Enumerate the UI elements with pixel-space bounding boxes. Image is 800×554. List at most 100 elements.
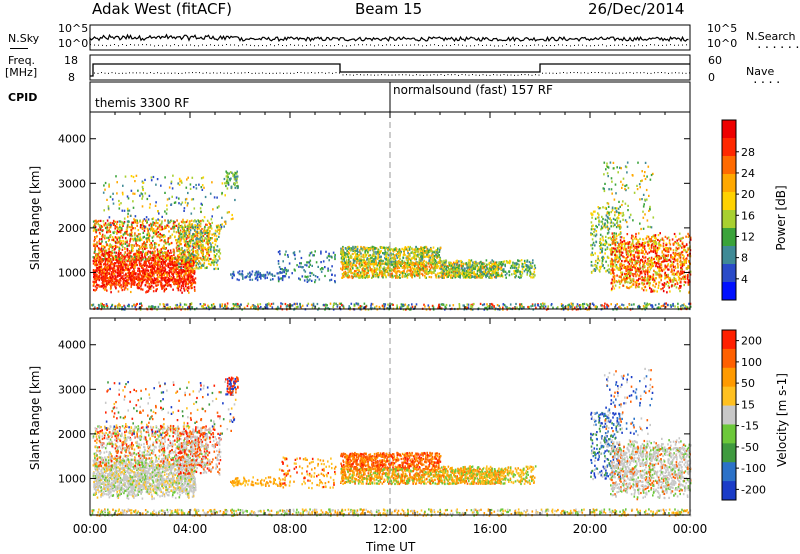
power-cell <box>141 180 144 183</box>
power-cell <box>186 286 189 289</box>
power-cell <box>119 243 121 246</box>
power-cell <box>136 253 139 256</box>
power-cell <box>97 268 99 272</box>
power-cell <box>104 253 106 256</box>
nsearch-dot <box>622 44 623 46</box>
power-cell <box>100 268 103 271</box>
power-cell <box>163 273 165 276</box>
power-cell <box>126 241 128 244</box>
power-cell <box>177 289 180 292</box>
power-cell <box>213 250 216 253</box>
power-cell <box>156 178 159 181</box>
power-cell <box>190 238 193 242</box>
power-cell <box>99 250 102 253</box>
power-cell <box>143 278 146 281</box>
power-cell <box>381 273 384 276</box>
power-cell <box>166 257 168 260</box>
power-cell <box>177 261 179 264</box>
power-cell <box>158 267 160 270</box>
power-cell <box>106 226 109 229</box>
power-cell <box>154 233 157 236</box>
power-cell <box>186 249 189 252</box>
nave-dot <box>311 72 312 74</box>
power-cell <box>344 247 347 250</box>
power-cell <box>187 234 190 237</box>
power-cell <box>123 222 125 225</box>
power-cell <box>147 235 150 238</box>
power-cell <box>226 178 228 181</box>
power-cell <box>150 179 153 182</box>
power-cell <box>346 274 349 277</box>
power-cell <box>111 279 114 283</box>
power-cell <box>200 266 203 269</box>
power-cell <box>164 235 166 238</box>
power-cell <box>182 255 185 258</box>
power-cell <box>160 222 163 225</box>
power-cell <box>364 250 366 253</box>
power-cell <box>127 278 130 281</box>
nave-dot <box>290 72 291 74</box>
power-cell <box>386 252 388 256</box>
power-cell <box>164 227 166 230</box>
nave-dot <box>157 72 158 74</box>
power-cell <box>188 277 191 280</box>
power-cell <box>128 243 131 246</box>
power-cell <box>404 266 407 269</box>
power-cell <box>413 248 416 251</box>
power-cell <box>364 276 367 279</box>
power-cell <box>157 210 159 213</box>
power-cell <box>451 263 454 266</box>
power-cell <box>216 206 219 209</box>
nave-dot <box>601 72 603 74</box>
power-cell <box>493 276 496 279</box>
power-cell <box>132 278 135 281</box>
power-cell <box>405 256 408 259</box>
power-cell <box>106 243 109 247</box>
power-cell <box>282 260 284 263</box>
power-cell <box>129 263 131 266</box>
nave-dot <box>661 72 662 74</box>
power-cell <box>191 225 193 228</box>
power-cell <box>95 288 98 291</box>
power-cell <box>192 278 195 281</box>
power-cell <box>103 270 106 273</box>
nsearch-dot <box>590 45 591 47</box>
power-cell <box>321 267 323 270</box>
power-cell <box>206 219 209 222</box>
power-cell <box>233 274 235 277</box>
nsearch-dot <box>274 45 275 47</box>
power-cell <box>95 254 98 257</box>
power-cell <box>369 254 371 257</box>
power-cell <box>191 176 194 179</box>
power-cell <box>96 286 98 290</box>
power-cell <box>116 280 118 283</box>
power-cell <box>362 253 364 256</box>
power-cell <box>161 287 163 290</box>
power-cell <box>371 276 373 279</box>
power-cell <box>103 209 105 212</box>
nsearch-dot <box>354 44 355 46</box>
nave-dot <box>325 72 326 74</box>
power-cell <box>194 267 196 270</box>
power-cell <box>174 224 177 227</box>
nsearch-dot <box>598 44 599 46</box>
nsearch-dot <box>678 44 679 46</box>
power-cell <box>173 267 175 270</box>
power-cell <box>117 283 120 286</box>
power-cell <box>117 240 119 243</box>
power-cell <box>111 238 113 242</box>
nave-dot <box>209 72 211 74</box>
power-cell <box>401 274 404 277</box>
power-cell <box>205 223 207 226</box>
power-cell <box>131 260 133 263</box>
power-cell <box>226 171 228 174</box>
power-cell <box>500 272 503 275</box>
nave-dot <box>629 72 631 74</box>
power-cell <box>163 269 166 272</box>
power-cell <box>369 248 372 251</box>
power-cell <box>408 258 410 261</box>
power-cell <box>136 221 138 225</box>
power-cell <box>205 241 208 244</box>
power-cell <box>101 269 104 272</box>
nave-dot <box>339 72 340 74</box>
